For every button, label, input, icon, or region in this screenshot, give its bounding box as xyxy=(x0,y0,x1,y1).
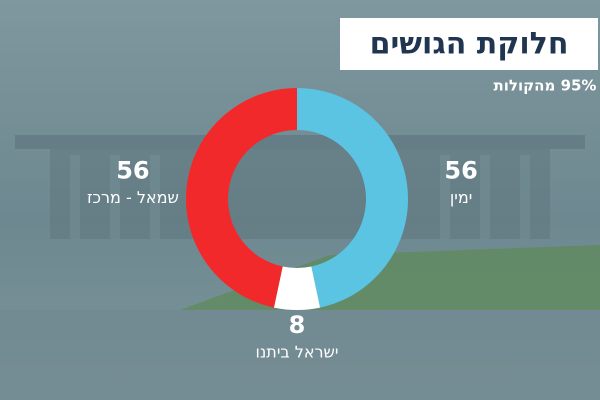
donut-slice xyxy=(297,88,408,308)
chart-subtitle: 95% מהקולות xyxy=(494,77,597,95)
value-label: 56 xyxy=(116,156,149,184)
chart-title: חלוקת הגושים xyxy=(370,27,569,62)
donut-slice xyxy=(186,88,297,308)
donut-slice xyxy=(273,266,321,310)
category-label: ימין xyxy=(450,188,472,207)
category-label: ישראל ביתנו xyxy=(256,343,339,362)
building xyxy=(15,135,585,239)
title-box xyxy=(340,18,598,70)
category-label: שמאל - מרכז xyxy=(87,188,179,207)
value-label: 56 xyxy=(444,156,477,184)
value-label: 8 xyxy=(289,311,306,339)
plaza xyxy=(0,310,600,400)
